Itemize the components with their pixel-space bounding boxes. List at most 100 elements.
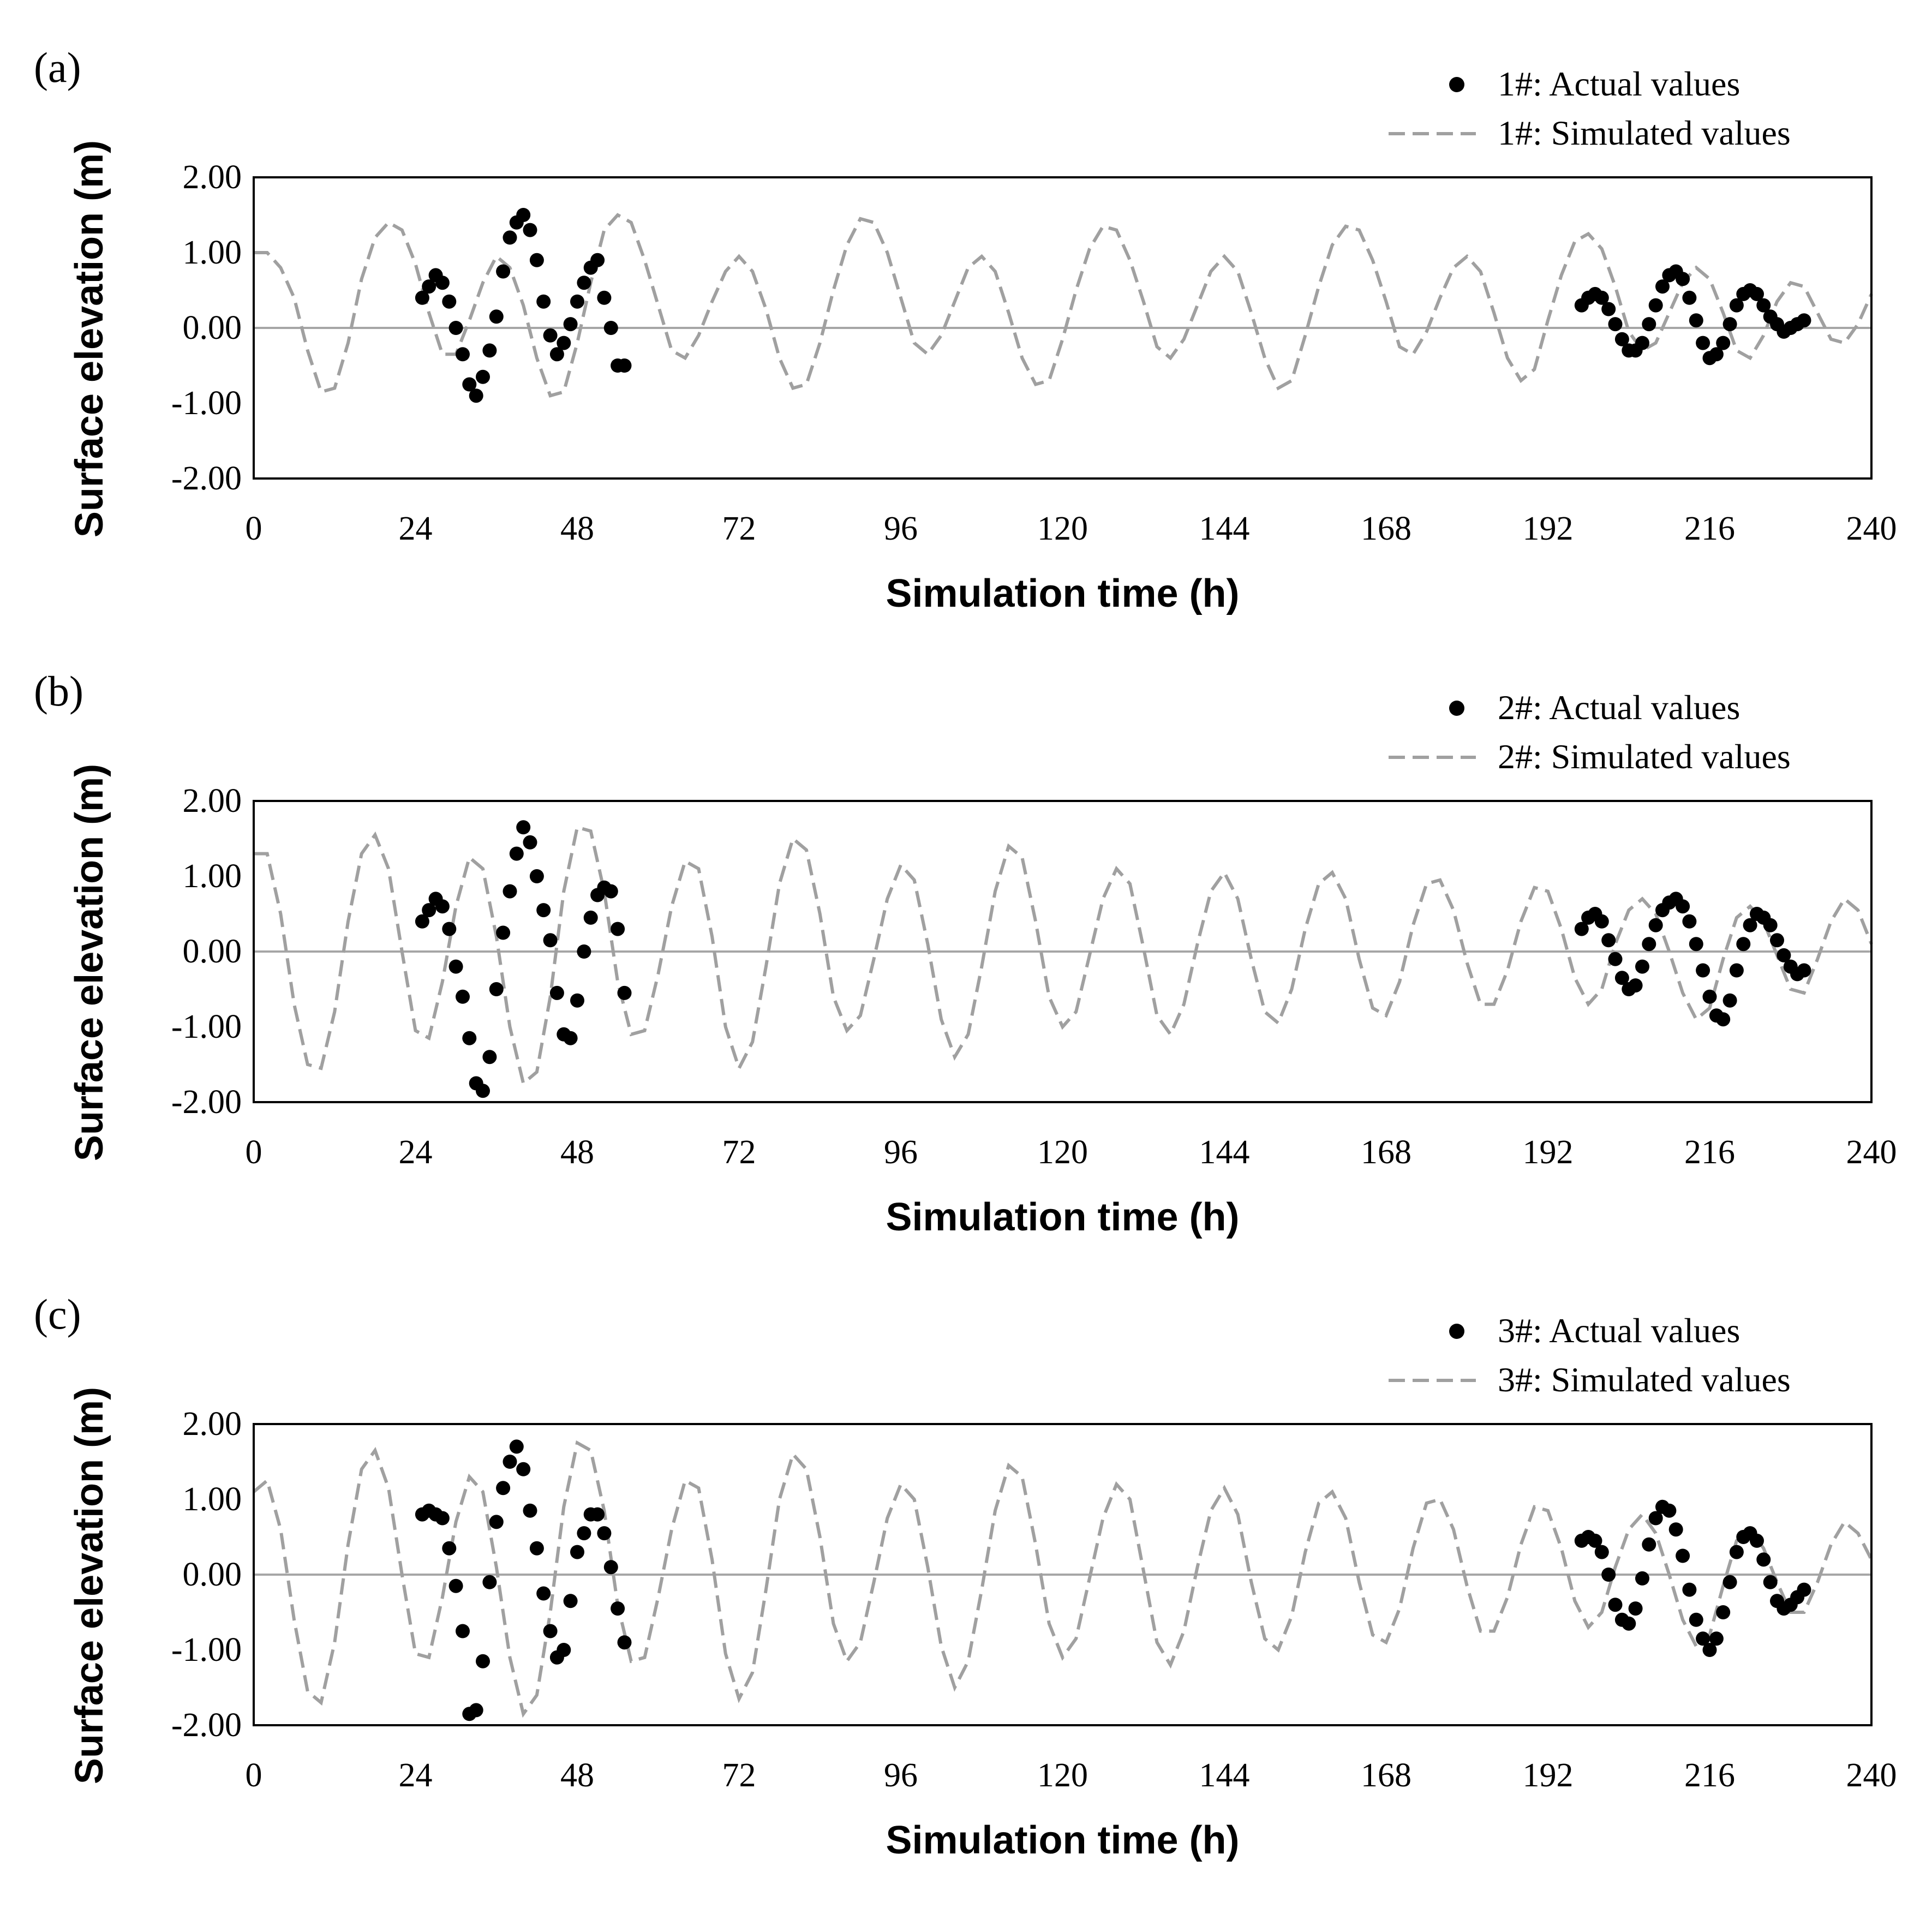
simulated-series-line — [253, 1440, 1873, 1718]
actual-value-point — [611, 1601, 625, 1616]
actual-value-point — [1756, 298, 1771, 313]
x-tick-label: 240 — [1846, 510, 1897, 547]
actual-value-point — [1696, 963, 1710, 978]
x-tick-label: 48 — [560, 1134, 594, 1171]
plot-area-frame — [253, 800, 1873, 1103]
legend-label-simulated: 2#: Simulated values — [1498, 737, 1791, 776]
actual-value-point — [549, 347, 564, 362]
actual-value-point — [1797, 963, 1811, 978]
panel-label: (b) — [34, 667, 83, 715]
actual-value-point — [462, 1031, 477, 1045]
actual-value-point — [1601, 1568, 1616, 1582]
actual-value-point — [1716, 1012, 1731, 1027]
actual-value-point — [543, 328, 558, 343]
actual-value-point — [1682, 914, 1697, 929]
actual-value-point — [611, 922, 625, 936]
actual-value-point — [529, 253, 544, 267]
x-tick-label: 216 — [1684, 1757, 1735, 1794]
actual-value-point — [1601, 302, 1616, 316]
actual-value-point — [469, 388, 483, 403]
plot-area-frame — [253, 1423, 1873, 1726]
actual-value-point — [557, 1643, 571, 1657]
actual-value-point — [1635, 1571, 1649, 1586]
actual-value-point — [1648, 1511, 1663, 1526]
actual-value-point — [1676, 899, 1690, 914]
actual-value-point — [448, 959, 463, 974]
x-tick-label: 72 — [722, 1134, 756, 1171]
x-tick-label: 192 — [1523, 1757, 1574, 1794]
x-tick-label: 168 — [1361, 1757, 1411, 1794]
x-tick-label: 216 — [1684, 1134, 1735, 1171]
actual-value-point — [617, 358, 632, 373]
panel-label: (c) — [34, 1290, 81, 1338]
actual-value-point — [435, 1511, 450, 1526]
simulated-series-line — [254, 213, 1873, 398]
actual-value-point — [1716, 336, 1731, 350]
actual-value-point — [557, 336, 571, 350]
actual-value-point — [509, 846, 524, 861]
actual-value-point — [536, 294, 551, 309]
x-tick-label: 240 — [1846, 1134, 1897, 1171]
actual-value-point — [1594, 1545, 1609, 1559]
legend-marker-actual — [1449, 701, 1464, 716]
actual-value-point — [1709, 1631, 1724, 1646]
actual-value-point — [529, 1541, 544, 1556]
actual-value-point — [1777, 948, 1791, 962]
actual-value-point — [1628, 1601, 1643, 1616]
actual-value-point — [1608, 317, 1623, 332]
actual-value-point — [590, 253, 605, 267]
actual-value-point — [570, 993, 584, 1008]
actual-value-point — [570, 1545, 584, 1559]
chart-panel-a: (a) 1#: Actual values 1#: Simulated values… — [34, 44, 1897, 615]
actual-value-point — [456, 989, 470, 1004]
actual-value-point — [435, 899, 450, 914]
plot-area-frame — [253, 176, 1873, 480]
y-tick-label: -1.00 — [171, 385, 242, 422]
x-tick-label: 96 — [884, 1757, 918, 1794]
actual-value-point — [617, 985, 632, 1000]
actual-value-point — [536, 903, 551, 918]
actual-value-point — [476, 1654, 490, 1668]
actual-value-point — [503, 1455, 517, 1469]
actual-value-point — [1696, 1631, 1710, 1646]
actual-value-point — [1750, 1533, 1764, 1548]
actual-value-point — [1797, 1582, 1811, 1597]
actual-value-point — [1722, 1575, 1737, 1589]
actual-value-point — [1702, 1643, 1717, 1657]
actual-value-point — [1756, 1552, 1771, 1567]
actual-value-point — [415, 290, 429, 305]
actual-value-point — [489, 1515, 504, 1529]
y-tick-label: -2.00 — [171, 1084, 242, 1121]
y-tick-label: -1.00 — [171, 1008, 242, 1045]
actual-value-point — [577, 276, 591, 290]
legend-label-simulated: 1#: Simulated values — [1498, 113, 1791, 152]
actual-value-point — [1689, 937, 1703, 952]
y-tick-label: 0.00 — [183, 933, 242, 970]
actual-value-point — [549, 985, 564, 1000]
actual-value-point — [563, 1594, 578, 1608]
actual-value-point — [1729, 1545, 1744, 1559]
actual-value-point — [1668, 1522, 1683, 1537]
actual-value-point — [442, 922, 457, 936]
x-tick-label: 192 — [1523, 510, 1574, 547]
actual-value-point — [1648, 918, 1663, 932]
x-tick-label: 24 — [399, 510, 433, 547]
actual-value-point — [496, 264, 511, 279]
actual-value-point — [529, 869, 544, 883]
legend-marker-actual — [1449, 77, 1464, 92]
y-tick-label: 2.00 — [183, 159, 242, 196]
actual-value-point — [442, 294, 457, 309]
actual-value-point — [570, 294, 584, 309]
actual-value-point — [523, 835, 537, 850]
actual-value-point — [1642, 1537, 1656, 1552]
actual-value-point — [603, 321, 618, 335]
actual-value-point — [422, 903, 436, 918]
legend-label-actual: 1#: Actual values — [1498, 64, 1740, 103]
actual-value-point — [1750, 286, 1764, 301]
legend-label-simulated: 3#: Simulated values — [1498, 1360, 1791, 1399]
y-tick-label: 1.00 — [183, 1481, 242, 1518]
actual-value-point — [503, 884, 517, 899]
actual-value-point — [1729, 298, 1744, 313]
actual-value-point — [1716, 1605, 1731, 1619]
actual-value-point — [1614, 971, 1629, 985]
